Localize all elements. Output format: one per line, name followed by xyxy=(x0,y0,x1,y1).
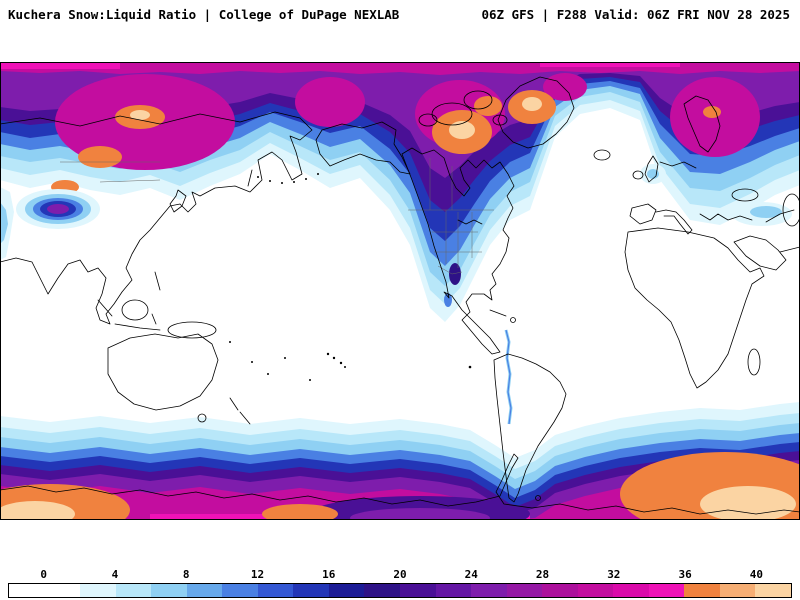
andes-stripe xyxy=(504,329,513,425)
colorbar-swatch xyxy=(115,584,152,597)
colorbar-swatch xyxy=(648,584,685,597)
colorbar: 0 4 8 12 16 20 24 28 32 36 40 xyxy=(0,568,800,600)
island-dots xyxy=(229,173,472,381)
colorbar-tick-label: 8 xyxy=(182,568,190,581)
colorbar-ticks: 0 4 8 12 16 20 24 28 32 36 40 xyxy=(0,568,800,582)
colorbar-swatch xyxy=(684,584,720,597)
colorbar-swatch xyxy=(577,584,614,597)
colorbar-tick-label: 20 xyxy=(393,568,407,581)
colorbar-swatch xyxy=(9,584,45,597)
colorbar-swatch xyxy=(151,584,187,597)
colorbar-swatch xyxy=(471,584,507,597)
colorbar-swatch xyxy=(186,584,223,597)
colorbar-tick-label: 16 xyxy=(322,568,336,581)
model-info: 06Z GFS | F288 Valid: 06Z FRI NOV 28 202… xyxy=(481,7,790,22)
colorbar-tick-label: 0 xyxy=(40,568,47,581)
colorbar-tick-label: 40 xyxy=(749,568,763,581)
colorbar-swatch xyxy=(400,584,436,597)
map-title: Kuchera Snow:Liquid Ratio | College of D… xyxy=(8,7,400,22)
colorbar-swatch xyxy=(542,584,578,597)
world-map xyxy=(0,62,800,520)
colorbar-swatch xyxy=(293,584,329,597)
colorbar-swatches xyxy=(8,583,792,598)
colorbar-tick-label: 28 xyxy=(535,568,550,581)
colorbar-swatch xyxy=(364,584,401,597)
colorbar-tick-label: 24 xyxy=(464,568,478,581)
political-borders xyxy=(60,158,494,275)
colorbar-tick-label: 32 xyxy=(607,568,621,581)
colorbar-tick-label: 36 xyxy=(678,568,692,581)
land-outlines xyxy=(0,76,800,503)
header: Kuchera Snow:Liquid Ratio | College of D… xyxy=(0,0,800,30)
tibet-contours xyxy=(16,189,100,229)
contours-south xyxy=(0,402,800,520)
colorbar-swatch xyxy=(755,584,792,597)
colorbar-swatch xyxy=(506,584,543,597)
colorbar-tick-label: 12 xyxy=(250,568,265,581)
colorbar-swatch xyxy=(80,584,116,597)
antarctica-coast xyxy=(0,453,800,515)
colorbar-swatch xyxy=(257,584,294,597)
contours-north xyxy=(0,62,800,322)
world-map-svg xyxy=(0,62,800,520)
colorbar-swatch xyxy=(613,584,649,597)
colorbar-swatch xyxy=(222,584,258,597)
colorbar-swatch xyxy=(719,584,756,597)
colorbar-swatch xyxy=(44,584,81,597)
colorbar-swatch xyxy=(328,584,365,597)
colorbar-swatch xyxy=(435,584,472,597)
colorbar-tick-label: 4 xyxy=(111,568,119,581)
